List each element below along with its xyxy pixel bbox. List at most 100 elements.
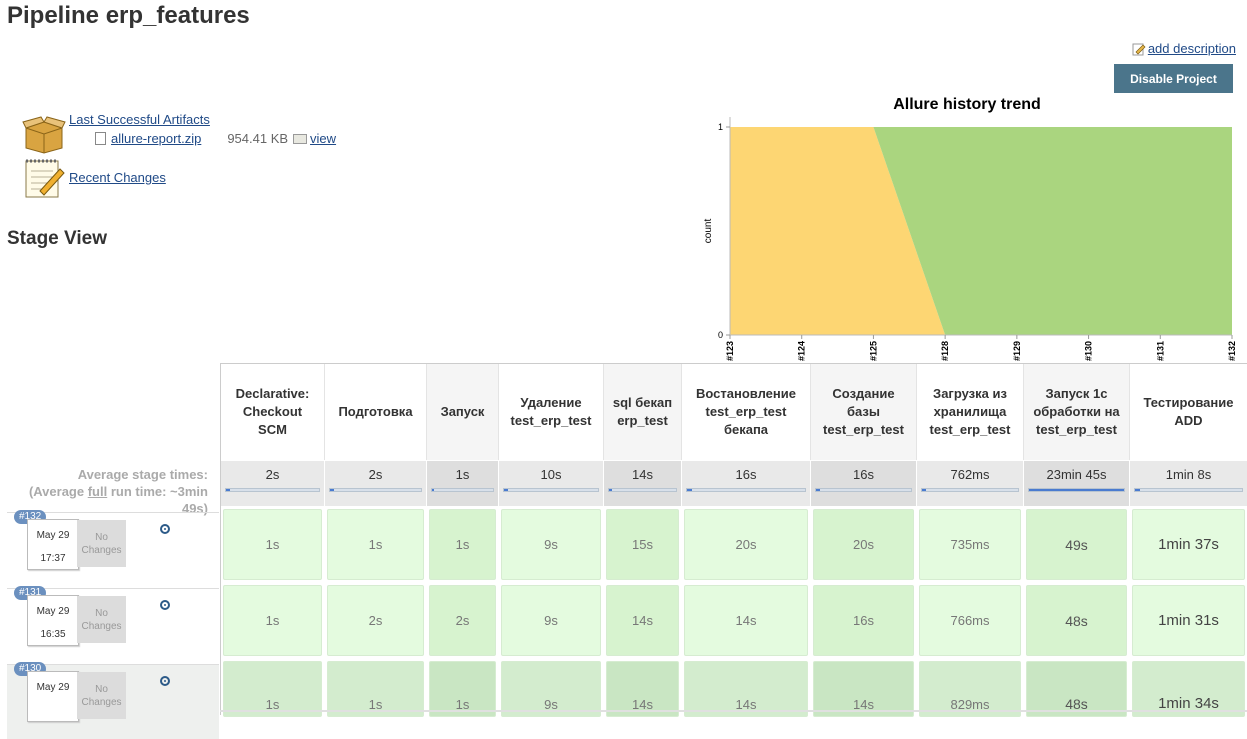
stage-average-cell: 2s	[221, 461, 325, 506]
package-icon	[22, 116, 66, 154]
stage-cell[interactable]: 1min 31s	[1132, 585, 1245, 656]
run-status-icon[interactable]	[160, 676, 170, 686]
page-title: Pipeline erp_features	[7, 2, 250, 29]
stage-cell[interactable]: 48s	[1026, 585, 1127, 656]
stage-average-time: 1min 8s	[1165, 467, 1212, 482]
stage-cell[interactable]: 1min 34s	[1132, 661, 1245, 717]
avg-label-line1: Average stage times:	[77, 467, 208, 482]
stage-average-time: 16s	[735, 467, 757, 482]
stage-header: Удаление test_erp_test	[499, 364, 604, 460]
last-successful-artifacts-link[interactable]: Last Successful Artifacts	[69, 112, 210, 127]
avg-label-prefix: (Average	[28, 484, 88, 499]
stage-average-bar-fill	[816, 489, 820, 491]
build-date-card: May 29 16:35	[27, 595, 79, 646]
stage-average-time: 2s	[265, 467, 280, 482]
average-stage-times-label: Average stage times: (Average full run t…	[10, 466, 208, 517]
stage-cell[interactable]: 829ms	[919, 661, 1021, 717]
notepad-icon	[25, 159, 65, 198]
stage-cell[interactable]: 14s	[684, 661, 808, 717]
x-tick-label: #128	[940, 341, 950, 361]
build-date-card: May 29	[27, 671, 79, 722]
stage-cell[interactable]: 2s	[327, 585, 424, 656]
disable-project-button[interactable]: Disable Project	[1114, 64, 1233, 93]
stage-cell[interactable]: 1s	[223, 509, 322, 580]
stage-average-bar-fill	[609, 489, 612, 491]
stage-cell[interactable]: 1min 37s	[1132, 509, 1245, 580]
stage-header: Подготовка	[325, 364, 427, 460]
stage-cell[interactable]: 1s	[429, 661, 496, 717]
build-date: May 29	[36, 606, 70, 617]
stage-average-cell: 16s	[682, 461, 811, 506]
stage-cell[interactable]: 48s	[1026, 661, 1127, 717]
artifact-view-link[interactable]: view	[310, 131, 337, 146]
stage-cell[interactable]: 1s	[327, 509, 424, 580]
stage-cell[interactable]: 1s	[327, 661, 424, 717]
stage-average-bar	[329, 488, 422, 492]
stage-header: Запуск	[427, 364, 499, 460]
allure-trend-chart[interactable]: Allure history trend 1 0 count #123 #124 #125…	[694, 92, 1247, 364]
build-row[interactable]: #130 May 29 No Changes	[7, 662, 219, 739]
stage-cell[interactable]: 735ms	[919, 509, 1021, 580]
build-row-divider	[7, 512, 219, 587]
stage-average-bar	[1134, 488, 1243, 492]
build-time: 16:35	[40, 629, 66, 640]
x-tick-label: #123	[725, 341, 735, 361]
failed-area	[730, 127, 946, 335]
build-row[interactable]: #131 May 29 16:35 No Changes	[7, 586, 219, 663]
stage-cell[interactable]: 16s	[813, 585, 914, 656]
stage-header: sql бекап erp_test	[604, 364, 682, 460]
stage-average-cell: 14s	[604, 461, 682, 506]
bottom-divider	[220, 710, 1247, 712]
x-tick-label: #131	[1155, 341, 1165, 361]
stage-cell[interactable]: 20s	[813, 509, 914, 580]
stage-average-bar	[921, 488, 1019, 492]
stage-cell[interactable]: 14s	[813, 661, 914, 717]
stage-cell[interactable]: 9s	[501, 585, 601, 656]
build-row-divider	[7, 588, 219, 663]
stage-header: Востановление test_erp_test бекапа	[682, 364, 811, 460]
stage-view-title: Stage View	[7, 228, 107, 249]
run-status-icon[interactable]	[160, 600, 170, 610]
stage-average-bar-fill	[922, 489, 926, 491]
stage-header: Создание базы test_erp_test	[811, 364, 917, 460]
stage-cell[interactable]: 1s	[429, 509, 496, 580]
stage-cell[interactable]: 2s	[429, 585, 496, 656]
stage-average-time: 762ms	[950, 467, 990, 482]
x-tick-label: #130	[1084, 341, 1094, 361]
artifact-file-link[interactable]: allure-report.zip	[111, 131, 202, 146]
stage-cell[interactable]: 49s	[1026, 509, 1127, 580]
stage-cell[interactable]: 15s	[606, 509, 679, 580]
stage-cell[interactable]: 1s	[223, 661, 322, 717]
stage-cell[interactable]: 14s	[606, 661, 679, 717]
stage-cell[interactable]: 9s	[501, 661, 601, 717]
stage-average-bar-fill	[1029, 489, 1124, 491]
no-changes-label: No Changes	[77, 672, 126, 719]
stage-average-bar	[608, 488, 677, 492]
stage-cell[interactable]: 9s	[501, 509, 601, 580]
stage-average-bar-fill	[687, 489, 692, 491]
add-description-link[interactable]: add description	[1147, 41, 1236, 56]
stage-cell[interactable]: 14s	[606, 585, 679, 656]
stage-cell[interactable]: 14s	[684, 585, 808, 656]
stage-header: Declarative: Checkout SCM	[221, 364, 325, 460]
add-description[interactable]: add description	[1132, 41, 1236, 56]
stage-header: Загрузка из хранилища test_erp_test	[917, 364, 1024, 460]
stage-average-cell: 2s	[325, 461, 427, 506]
stage-average-bar	[815, 488, 912, 492]
x-tick-label: #129	[1012, 341, 1022, 361]
artifact-row: allure-report.zip 954.41 KB view	[95, 131, 336, 146]
stage-average-time: 23min 45s	[1046, 467, 1107, 482]
recent-changes-link[interactable]: Recent Changes	[69, 170, 166, 185]
build-time: 17:37	[40, 553, 66, 564]
stage-cell[interactable]: 20s	[684, 509, 808, 580]
edit-pencil-icon	[1132, 43, 1146, 55]
y-axis-label: count	[703, 219, 714, 244]
chart-title: Allure history trend	[893, 96, 1041, 113]
build-row[interactable]: #132 May 29 17:37 No Changes	[7, 510, 219, 587]
stage-header: Тестирование ADD	[1130, 364, 1247, 460]
stage-cell[interactable]: 766ms	[919, 585, 1021, 656]
stage-cell[interactable]: 1s	[223, 585, 322, 656]
avg-label-suffix: run time: ~3min	[107, 484, 208, 499]
run-status-icon[interactable]	[160, 524, 170, 534]
x-tick-label: #125	[868, 341, 878, 361]
